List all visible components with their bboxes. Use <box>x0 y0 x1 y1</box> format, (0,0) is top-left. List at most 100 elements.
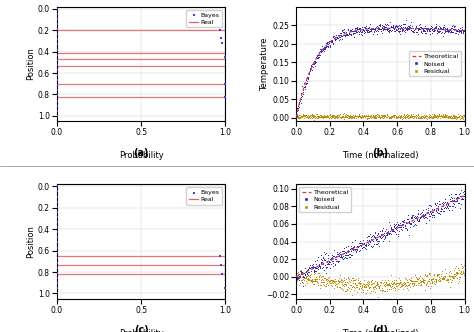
Noised <box>415 217 423 222</box>
Noised <box>318 48 325 53</box>
Noised <box>405 24 412 29</box>
Residual <box>388 113 395 119</box>
Noised <box>410 214 418 219</box>
Noised <box>332 33 339 38</box>
Noised <box>412 23 419 29</box>
Noised <box>412 24 420 30</box>
Noised <box>295 101 302 106</box>
Residual <box>406 113 414 119</box>
Noised <box>394 23 401 29</box>
Residual <box>382 282 390 287</box>
Noised <box>355 243 362 248</box>
Noised <box>366 27 374 32</box>
Residual <box>359 287 367 292</box>
Residual <box>431 277 439 282</box>
Noised <box>440 204 447 209</box>
Residual <box>447 274 455 279</box>
Residual <box>401 112 408 118</box>
Residual <box>335 114 343 119</box>
Noised <box>332 34 340 40</box>
Residual <box>400 114 407 119</box>
Residual <box>397 280 404 286</box>
Residual <box>393 284 401 289</box>
Residual <box>308 116 316 121</box>
Noised <box>346 246 354 252</box>
Residual <box>399 113 407 119</box>
Residual <box>459 268 466 273</box>
Residual <box>361 282 369 287</box>
Residual <box>314 116 322 121</box>
Residual <box>397 114 404 119</box>
Noised <box>375 243 383 249</box>
Residual <box>409 279 416 284</box>
Noised <box>297 270 305 276</box>
Noised <box>328 38 336 43</box>
Noised <box>457 194 465 199</box>
Noised <box>388 228 396 234</box>
Residual <box>358 287 366 292</box>
Noised <box>358 245 365 251</box>
Residual <box>330 112 338 118</box>
Noised <box>335 32 342 38</box>
Noised <box>415 216 423 221</box>
Noised <box>423 209 430 215</box>
Residual <box>295 282 303 287</box>
Noised <box>331 35 339 40</box>
Residual <box>459 116 467 122</box>
Residual <box>440 273 447 279</box>
Noised <box>320 257 328 263</box>
Residual <box>358 113 365 118</box>
Noised <box>318 260 325 265</box>
Residual <box>461 114 468 119</box>
Residual <box>407 275 414 280</box>
Residual <box>447 271 455 276</box>
Noised <box>311 63 319 69</box>
Residual <box>421 278 429 283</box>
Noised <box>443 27 451 33</box>
Residual <box>336 112 344 117</box>
Residual <box>363 288 371 293</box>
Residual <box>347 277 355 283</box>
Residual <box>421 113 428 118</box>
Residual <box>333 282 340 287</box>
Residual <box>293 115 301 120</box>
Noised <box>442 201 450 207</box>
Residual <box>412 275 419 280</box>
Residual <box>385 281 392 287</box>
Residual <box>371 114 379 119</box>
Residual <box>357 116 365 121</box>
Residual <box>391 113 399 118</box>
Bayes <box>53 16 61 22</box>
Noised <box>294 107 301 113</box>
Residual <box>380 280 387 286</box>
Bayes <box>53 276 61 281</box>
Residual <box>350 112 357 117</box>
Noised <box>322 271 329 276</box>
Residual <box>412 112 420 117</box>
Residual <box>321 114 329 119</box>
Noised <box>415 218 422 224</box>
Noised <box>319 45 327 50</box>
Residual <box>378 112 386 117</box>
Noised <box>447 25 455 31</box>
Noised <box>364 239 371 244</box>
Residual <box>445 114 453 119</box>
Residual <box>442 271 450 276</box>
Residual <box>316 114 323 120</box>
Residual <box>443 277 451 282</box>
Residual <box>394 114 402 119</box>
Residual <box>319 281 327 286</box>
Noised <box>413 26 421 31</box>
Noised <box>306 262 313 268</box>
Residual <box>319 278 326 283</box>
Bayes <box>53 88 61 93</box>
Noised <box>459 196 466 202</box>
Noised <box>449 29 457 35</box>
Residual <box>372 114 380 120</box>
Noised <box>321 46 329 51</box>
Noised <box>431 206 438 211</box>
Noised <box>446 196 454 202</box>
Noised <box>458 25 466 30</box>
Residual <box>389 113 397 118</box>
Residual <box>315 274 323 280</box>
